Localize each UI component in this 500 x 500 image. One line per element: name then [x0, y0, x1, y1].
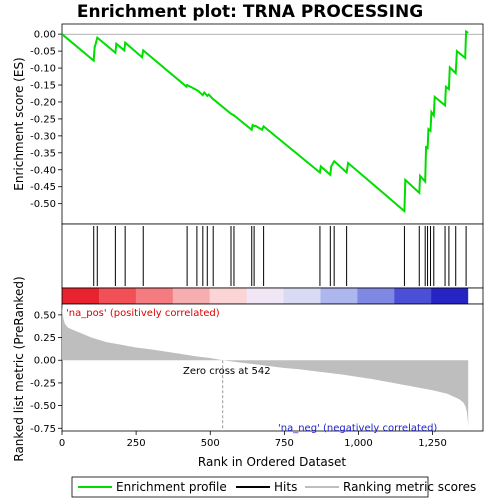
neg-label: 'na_neg' (negatively correlated) — [278, 423, 437, 434]
zero-cross-label: Zero cross at 542 — [183, 366, 271, 377]
rm-y-tick-label: -0.75 — [30, 424, 56, 435]
es-y-tick-label: -0.45 — [30, 182, 56, 193]
x-tick-label: 750 — [275, 438, 294, 449]
heat-segment — [246, 288, 285, 304]
rm-y-tick-label: -0.50 — [30, 401, 56, 412]
x-tick-label: 0 — [59, 438, 65, 449]
heat-tail — [468, 288, 483, 304]
ranked-list-color-bar — [61, 287, 484, 305]
heat-segment — [62, 288, 100, 304]
legend-ranking-label: Ranking metric scores — [343, 480, 476, 494]
x-tick-label: 1,000 — [344, 438, 373, 449]
es-y-tick-label: -0.15 — [30, 81, 56, 92]
hit-lines — [93, 226, 467, 286]
chart-title: Enrichment plot: TRNA PROCESSING — [77, 2, 423, 22]
es-y-axis-ticks: 0.00 -0.05 -0.10 -0.15 -0.20 -0.25 -0.30 -0.35 -… — [30, 30, 62, 210]
pos-label: 'na_pos' (positively correlated) — [66, 308, 220, 319]
es-y-tick-label: -0.40 — [30, 165, 56, 176]
ranking-metric-area — [62, 306, 469, 428]
x-tick-label: 1,250 — [418, 438, 447, 449]
heat-segment — [431, 288, 469, 304]
rm-y-tick-label: 0.00 — [34, 356, 56, 367]
heat-segment — [98, 288, 137, 304]
heat-segment — [209, 288, 248, 304]
hits-panel-frame — [61, 223, 484, 289]
x-axis-label: Rank in Ordered Dataset — [198, 455, 346, 469]
es-y-tick-label: -0.35 — [30, 148, 56, 159]
legend: Enrichment profile Hits Ranking metric s… — [71, 476, 476, 498]
es-panel-frame — [61, 23, 484, 225]
x-tick-label: 250 — [127, 438, 146, 449]
es-y-tick-label: -0.10 — [30, 64, 56, 75]
rm-y-tick-label: 0.50 — [34, 310, 56, 321]
es-y-tick-label: -0.50 — [30, 199, 56, 210]
ranked-metric-panel: 0.50 0.25 0.00 -0.25 -0.50 -0.75 'na_pos' (po… — [12, 276, 484, 462]
x-tick-label: 500 — [201, 438, 220, 449]
es-y-tick-label: -0.05 — [30, 47, 56, 58]
es-panel: 0.00 -0.05 -0.10 -0.15 -0.20 -0.25 -0.30 -0.35 -… — [12, 23, 484, 225]
legend-enrichment-label: Enrichment profile — [116, 480, 227, 494]
es-y-axis-label: Enrichment score (ES) — [12, 57, 26, 190]
hits-panel — [61, 223, 484, 289]
heat-segment — [135, 288, 174, 304]
enrichment-profile-line — [61, 29, 469, 214]
ranked-metric-y-axis-ticks: 0.50 0.25 0.00 -0.25 -0.50 -0.75 — [30, 310, 62, 435]
heat-segment — [320, 288, 358, 304]
rm-y-tick-label: -0.25 — [30, 378, 56, 389]
legend-hits-label: Hits — [274, 480, 297, 494]
es-y-tick-label: -0.20 — [30, 97, 56, 108]
x-axis-ticks: 0 250 500 750 1,000 1,250 — [59, 431, 447, 449]
heat-segment — [357, 288, 395, 304]
es-y-tick-label: -0.30 — [30, 131, 56, 142]
heat-segment — [283, 288, 321, 304]
heat-segment — [394, 288, 432, 304]
es-y-tick-label: -0.25 — [30, 114, 56, 125]
ranked-metric-y-axis-label: Ranked list metric (PreRanked) — [12, 276, 26, 461]
rm-y-tick-label: 0.25 — [34, 333, 56, 344]
es-y-tick-label: 0.00 — [34, 30, 56, 41]
heat-segment — [172, 288, 211, 304]
